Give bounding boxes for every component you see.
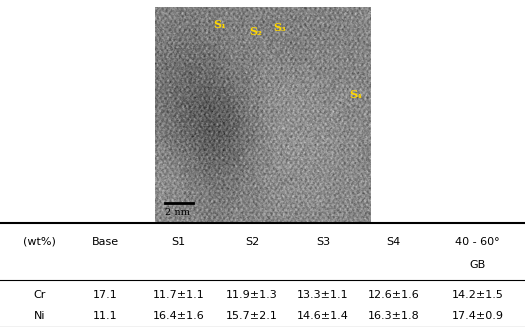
Text: Cr: Cr: [33, 290, 46, 300]
Text: 11.7±1.1: 11.7±1.1: [153, 290, 204, 300]
Text: S₁: S₁: [213, 20, 226, 30]
Text: 40 - 60°: 40 - 60°: [455, 237, 500, 247]
Text: 11.1: 11.1: [93, 311, 117, 321]
Text: 12.6±1.6: 12.6±1.6: [368, 290, 419, 300]
Text: 11.9±1.3: 11.9±1.3: [226, 290, 278, 300]
Text: 2 nm: 2 nm: [165, 208, 191, 216]
Text: (wt%): (wt%): [23, 237, 56, 247]
Text: GB: GB: [470, 261, 486, 270]
Text: S₃: S₃: [274, 22, 286, 33]
Text: 14.6±1.4: 14.6±1.4: [297, 311, 349, 321]
Text: S2: S2: [245, 237, 259, 247]
Text: S₂: S₂: [249, 26, 262, 37]
Text: 17.4±0.9: 17.4±0.9: [452, 311, 504, 321]
Text: Ni: Ni: [34, 311, 45, 321]
Text: S1: S1: [172, 237, 185, 247]
Text: 17.1: 17.1: [92, 290, 118, 300]
Text: S₄: S₄: [349, 89, 362, 99]
Text: S4: S4: [386, 237, 401, 247]
Text: 16.3±1.8: 16.3±1.8: [368, 311, 419, 321]
Text: Base: Base: [91, 237, 119, 247]
Text: S3: S3: [316, 237, 330, 247]
Text: 13.3±1.1: 13.3±1.1: [297, 290, 349, 300]
Text: 14.2±1.5: 14.2±1.5: [452, 290, 503, 300]
Text: 16.4±1.6: 16.4±1.6: [153, 311, 204, 321]
Text: 15.7±2.1: 15.7±2.1: [226, 311, 278, 321]
